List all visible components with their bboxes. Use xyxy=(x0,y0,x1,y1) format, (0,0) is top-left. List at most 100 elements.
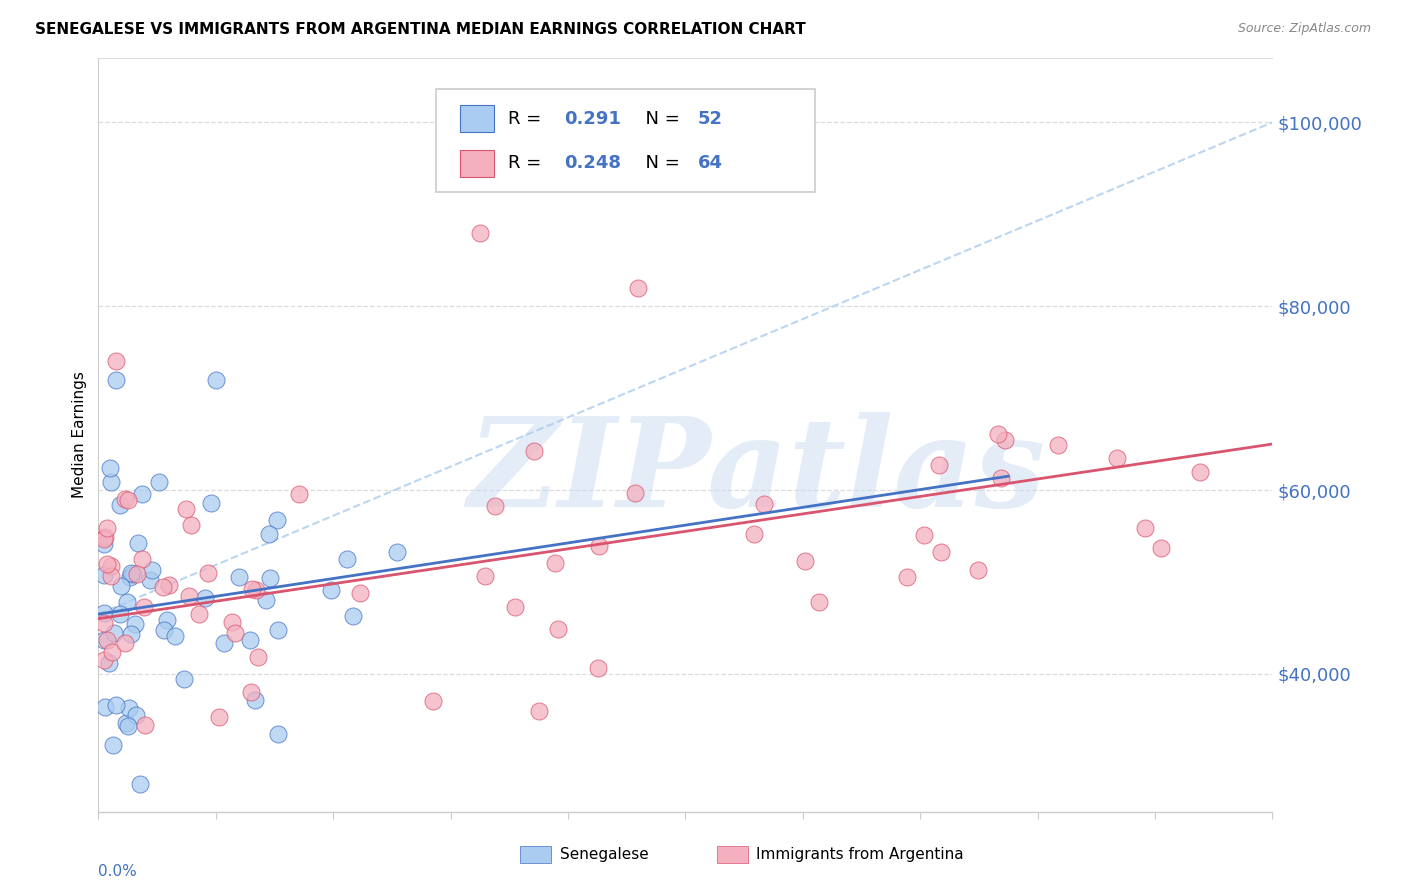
Point xyxy=(96,557,118,571)
Point xyxy=(141,563,163,577)
Point xyxy=(245,582,267,597)
Point xyxy=(266,623,288,637)
Point xyxy=(224,626,246,640)
Point xyxy=(527,704,550,718)
Point xyxy=(267,727,290,741)
Point xyxy=(240,685,263,699)
Point xyxy=(134,600,156,615)
Point xyxy=(794,554,817,568)
Text: 0.248: 0.248 xyxy=(564,154,621,172)
Point xyxy=(128,777,150,791)
Point xyxy=(173,672,195,686)
Point xyxy=(468,226,491,240)
Point xyxy=(96,633,118,648)
Point xyxy=(152,580,174,594)
Point xyxy=(266,512,288,526)
Point xyxy=(93,653,115,667)
Point xyxy=(118,700,141,714)
Point xyxy=(742,527,765,541)
Point xyxy=(93,616,115,631)
Point xyxy=(1189,465,1212,479)
Point xyxy=(100,559,122,574)
Point xyxy=(503,600,526,615)
Point xyxy=(93,632,115,647)
Point xyxy=(157,578,180,592)
Point xyxy=(243,693,266,707)
Point xyxy=(125,707,148,722)
Point xyxy=(179,590,201,604)
Point xyxy=(912,528,935,542)
Point xyxy=(200,496,222,510)
Point xyxy=(114,715,136,730)
Point xyxy=(474,569,496,583)
Point xyxy=(228,570,250,584)
Point xyxy=(93,607,115,621)
Point xyxy=(627,281,650,295)
Point xyxy=(239,632,262,647)
Point xyxy=(124,617,146,632)
Point xyxy=(1105,451,1128,466)
Point xyxy=(148,475,170,489)
Text: 0.291: 0.291 xyxy=(564,110,620,128)
Point xyxy=(163,629,186,643)
Text: N =: N = xyxy=(634,154,686,172)
Text: ZIPatlas: ZIPatlas xyxy=(467,412,1045,533)
Point xyxy=(187,607,209,622)
Text: 64: 64 xyxy=(697,154,723,172)
Point xyxy=(114,491,136,506)
Point xyxy=(98,657,121,671)
Point xyxy=(110,498,132,512)
Point xyxy=(547,622,569,636)
Point xyxy=(523,443,546,458)
Point xyxy=(117,718,139,732)
Point xyxy=(139,573,162,587)
Point xyxy=(994,433,1017,447)
Point xyxy=(98,460,121,475)
Point xyxy=(152,624,174,638)
Point xyxy=(287,486,309,500)
Point xyxy=(349,586,371,600)
Text: 52: 52 xyxy=(697,110,723,128)
Point xyxy=(1150,541,1173,555)
Point xyxy=(1133,521,1156,535)
Point xyxy=(101,645,124,659)
Point xyxy=(205,373,228,387)
Point xyxy=(342,608,364,623)
Point xyxy=(240,582,263,596)
Point xyxy=(110,579,132,593)
Point xyxy=(1046,438,1069,452)
Point xyxy=(247,649,270,664)
Point xyxy=(120,566,142,580)
Point xyxy=(94,699,117,714)
Text: Immigrants from Argentina: Immigrants from Argentina xyxy=(756,847,965,862)
Point xyxy=(101,738,124,752)
Point xyxy=(212,636,235,650)
Point xyxy=(967,563,990,577)
Point xyxy=(93,533,115,547)
Point xyxy=(108,607,131,621)
Point xyxy=(588,540,610,554)
Point xyxy=(929,544,952,558)
Text: Source: ZipAtlas.com: Source: ZipAtlas.com xyxy=(1237,22,1371,36)
Point xyxy=(115,595,138,609)
Point xyxy=(114,635,136,649)
Point xyxy=(156,614,179,628)
Point xyxy=(93,567,115,582)
Point xyxy=(96,521,118,535)
Point xyxy=(93,530,115,544)
Text: N =: N = xyxy=(634,110,686,128)
Point xyxy=(93,537,115,551)
Point xyxy=(259,571,281,585)
Point xyxy=(105,354,128,368)
Text: 0.0%: 0.0% xyxy=(98,864,138,880)
Point xyxy=(896,569,918,583)
Text: SENEGALESE VS IMMIGRANTS FROM ARGENTINA MEDIAN EARNINGS CORRELATION CHART: SENEGALESE VS IMMIGRANTS FROM ARGENTINA … xyxy=(35,22,806,37)
Point xyxy=(586,661,609,675)
Point xyxy=(174,502,197,516)
Point xyxy=(131,487,153,501)
Point xyxy=(122,567,145,582)
Point xyxy=(254,593,277,607)
Point xyxy=(257,527,280,541)
Point xyxy=(221,615,243,630)
Point xyxy=(197,566,219,581)
